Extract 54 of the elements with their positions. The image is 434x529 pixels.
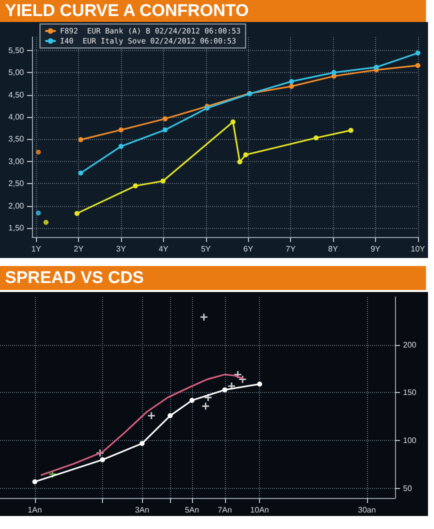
chart-title: SPREAD VS CDS [0, 266, 426, 290]
y-tick-label: 2,50 [8, 179, 25, 188]
x-tick-label: 6Y [243, 244, 254, 254]
x-tick-label: 4Y [158, 244, 170, 254]
x-tick-label: 10An [250, 506, 269, 514]
x-tick-label: 10Y [410, 244, 426, 254]
x-tick-label: 9Y [370, 244, 382, 254]
x-tick-label: 2Y [74, 244, 84, 254]
point [36, 210, 41, 216]
point [243, 152, 248, 158]
y-tick-label: 5,50 [8, 46, 25, 55]
y-tick-label: 100 [403, 436, 417, 446]
point [289, 84, 294, 89]
y-tick-label: 3,00 [8, 156, 25, 166]
chart-title: YIELD CURVE A CONFRONTO [0, 0, 426, 22]
x-tick-label: 3Y [116, 244, 127, 254]
y-tick-label: 1,50 [8, 224, 25, 233]
point [132, 183, 138, 188]
y-tick-label: 150 [403, 388, 417, 398]
point [314, 135, 319, 140]
y-tick-label: 5,00 [8, 68, 25, 78]
point [160, 178, 166, 184]
point [162, 116, 168, 122]
y-tick-label: 200 [403, 340, 417, 350]
point [415, 50, 420, 56]
point [237, 159, 242, 164]
point [44, 220, 48, 225]
x-tick-label: 1An [28, 506, 42, 514]
x-tick-label: 7Y [286, 244, 296, 254]
x-tick-label: 5Y [200, 244, 212, 254]
x-tick-label: 5An [184, 506, 200, 514]
x-tick-label: 1Y [31, 244, 42, 254]
x-tick-label: 30an [358, 506, 376, 514]
x-tick-label: 3An [134, 506, 150, 514]
y-tick-label: 4,00 [8, 112, 25, 122]
point [289, 78, 294, 84]
point [78, 137, 84, 142]
point [74, 210, 80, 216]
point [230, 119, 236, 124]
y-tick-label: 50 [403, 484, 412, 493]
y-tick-label: 3,50 [8, 134, 25, 144]
y-tick-label: 2,00 [8, 201, 25, 210]
point [348, 128, 354, 133]
point [118, 127, 124, 132]
point [374, 64, 379, 70]
x-tick-label: 7An [218, 506, 232, 514]
point [415, 62, 420, 68]
point [36, 150, 41, 155]
point [118, 144, 124, 149]
y-tick-label: 4,50 [8, 90, 25, 100]
x-tick-label: 8Y [328, 244, 339, 254]
point [331, 70, 336, 76]
point [162, 127, 168, 132]
point [78, 170, 84, 176]
